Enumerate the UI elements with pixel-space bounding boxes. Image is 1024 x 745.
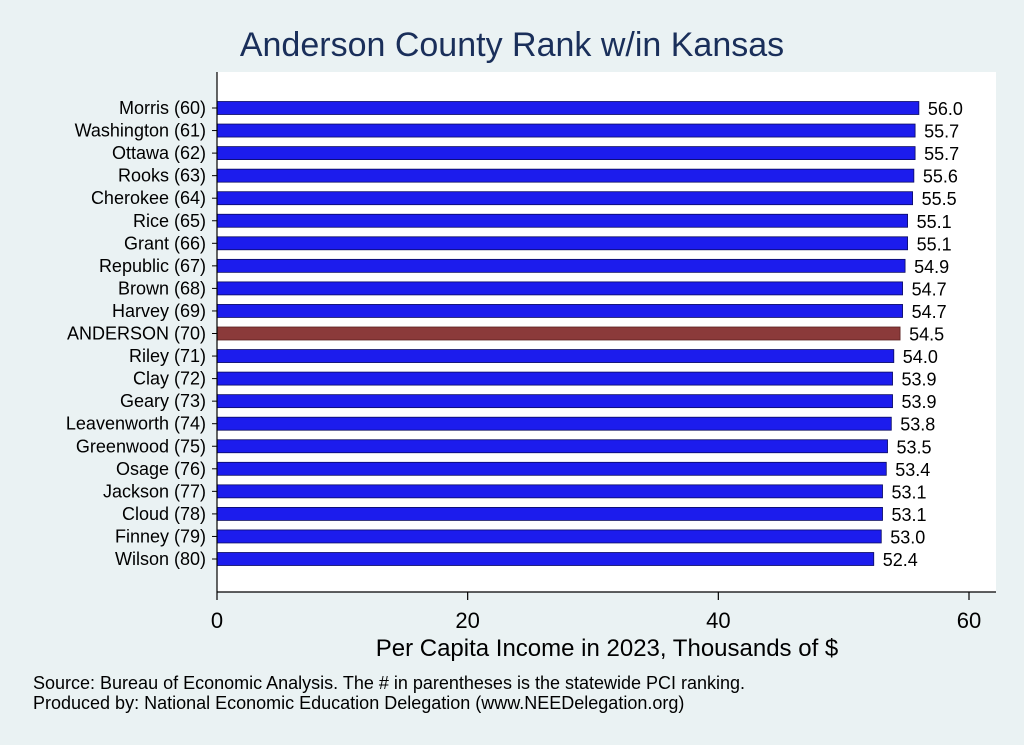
x-tick-label: 20 — [455, 608, 479, 633]
category-label: Rooks (63) — [118, 166, 206, 186]
value-label: 54.9 — [914, 257, 949, 277]
category-label: Cherokee (64) — [91, 188, 206, 208]
category-label: Cloud (78) — [122, 504, 206, 524]
category-label: Clay (72) — [133, 369, 206, 389]
category-label: Leavenworth (74) — [66, 414, 206, 434]
value-label: 54.5 — [909, 325, 944, 345]
bar — [216, 484, 883, 499]
value-label: 55.1 — [917, 234, 952, 254]
x-tick-label: 60 — [957, 608, 981, 633]
category-label: Republic (67) — [99, 256, 206, 276]
bar — [216, 101, 920, 115]
source-note: Source: Bureau of Economic Analysis. The… — [33, 673, 745, 713]
category-label: Morris (60) — [119, 98, 206, 118]
bar — [216, 191, 913, 206]
bar — [216, 304, 903, 318]
value-label: 53.1 — [892, 482, 927, 502]
value-label: 53.5 — [897, 437, 932, 457]
bar — [216, 146, 916, 161]
value-label: 53.9 — [902, 370, 937, 390]
chart-title: Anderson County Rank w/in Kansas — [239, 26, 785, 64]
bar — [216, 213, 908, 228]
value-label: 53.0 — [890, 527, 925, 547]
producer-line: Produced by: National Economic Education… — [33, 693, 685, 713]
category-label: Washington (61) — [75, 121, 206, 141]
bar — [216, 168, 915, 183]
value-label: 55.6 — [923, 167, 958, 187]
value-label: 53.1 — [892, 505, 927, 525]
bar — [216, 529, 882, 544]
bar — [216, 506, 883, 521]
category-label: Riley (71) — [129, 346, 206, 366]
bar — [216, 439, 888, 454]
x-tick-label: 0 — [211, 608, 223, 633]
source-line: Source: Bureau of Economic Analysis. The… — [33, 673, 746, 693]
bar — [216, 236, 908, 251]
category-label: Rice (65) — [133, 211, 206, 231]
bar — [216, 258, 906, 273]
bar — [216, 394, 893, 409]
value-label: 55.5 — [922, 189, 957, 209]
value-label: 53.4 — [895, 460, 930, 480]
bar — [216, 416, 892, 431]
category-label: Ottawa (62) — [112, 143, 206, 163]
value-label: 55.1 — [917, 212, 952, 232]
category-label: Geary (73) — [120, 391, 206, 411]
x-axis-title: Per Capita Income in 2023, Thousands of … — [376, 635, 839, 662]
axis-layer: 0 20 40 60 — [211, 72, 996, 633]
category-label: ANDERSON (70) — [67, 324, 206, 344]
x-tick-label: 40 — [706, 608, 730, 633]
value-label: 52.4 — [883, 550, 918, 570]
bar — [216, 461, 887, 476]
category-label: Osage (76) — [116, 459, 206, 479]
category-label: Harvey (69) — [112, 301, 206, 321]
value-label: 54.7 — [912, 302, 947, 322]
value-label: 55.7 — [924, 144, 959, 164]
category-label: Greenwood (75) — [76, 436, 206, 456]
bar — [216, 371, 893, 386]
bars-layer: Morris (60) 56.0 Washington (61) 55.7 Ottawa… — [66, 98, 963, 570]
value-label: 56.0 — [928, 99, 963, 119]
category-label: Jackson (77) — [103, 481, 206, 501]
value-label: 53.9 — [902, 392, 937, 412]
bar — [216, 123, 916, 138]
value-label: 54.7 — [912, 279, 947, 299]
value-label: 53.8 — [900, 415, 935, 435]
bar — [216, 552, 875, 566]
value-label: 55.7 — [924, 122, 959, 142]
category-label: Wilson (80) — [115, 549, 206, 569]
bar — [216, 281, 903, 296]
bar — [216, 349, 895, 363]
bar — [216, 326, 901, 341]
value-label: 54.0 — [903, 347, 938, 367]
category-label: Finney (79) — [115, 526, 206, 546]
category-label: Grant (66) — [124, 233, 206, 253]
category-label: Brown (68) — [118, 278, 206, 298]
